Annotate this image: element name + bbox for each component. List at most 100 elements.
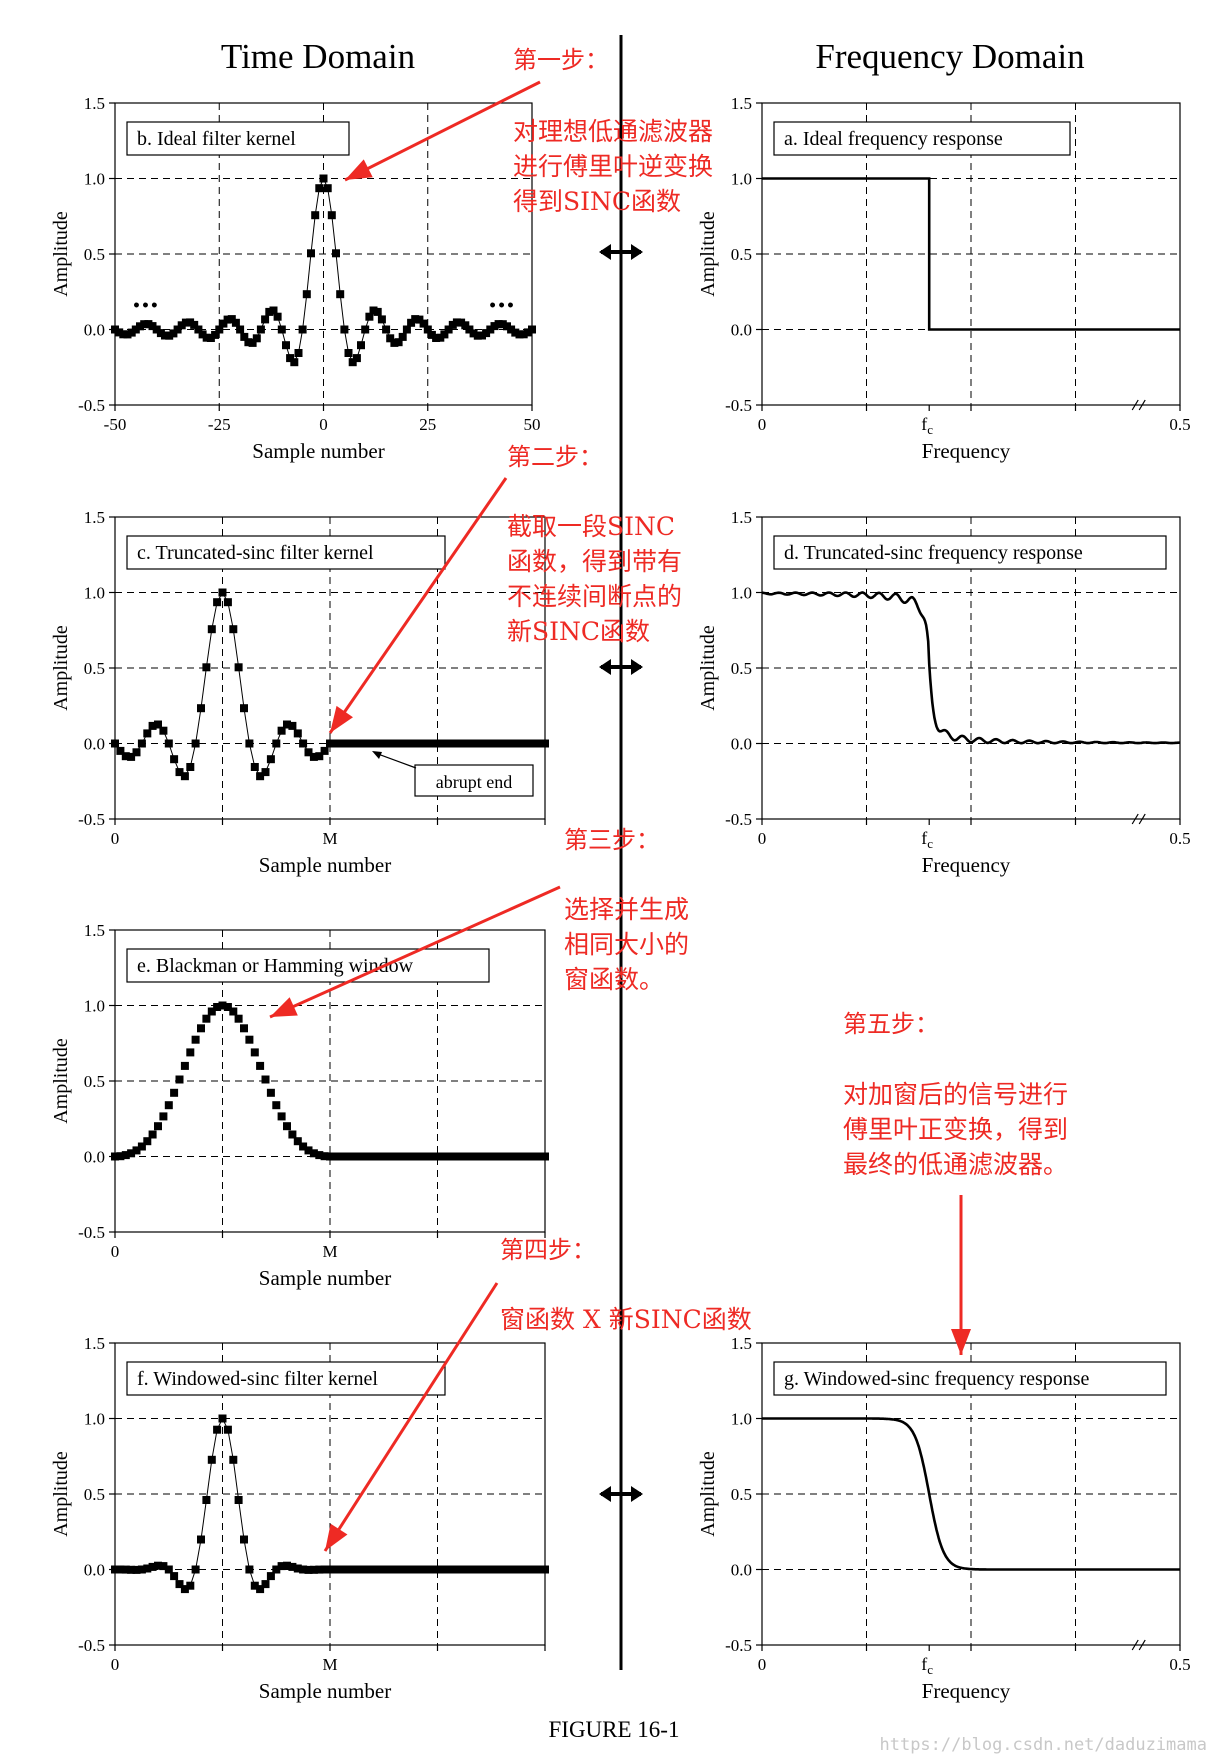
x-tick-label: 0 — [111, 1242, 120, 1261]
data-point — [365, 312, 374, 321]
x-tick-label-sub: c — [927, 836, 933, 851]
x-axis-label: Sample number — [259, 1266, 391, 1290]
data-point — [197, 704, 205, 713]
data-point — [123, 330, 132, 339]
data-point — [293, 1564, 302, 1573]
data-point — [180, 1061, 189, 1070]
x-axis-label: Frequency — [922, 853, 1011, 877]
y-tick-label: 0.0 — [84, 1561, 105, 1580]
data-point — [348, 358, 357, 367]
data-point — [159, 726, 168, 735]
data-point — [402, 325, 411, 334]
data-point — [197, 1535, 205, 1544]
x-tick-label: 0 — [319, 415, 328, 434]
data-point — [304, 1565, 313, 1574]
x-axis-label: Sample number — [259, 853, 391, 877]
data-point — [132, 1565, 141, 1574]
chart-f: -0.5 0.0 0.5 1.0 1.5 Amplitude Sample number f.… — [50, 1334, 549, 1703]
data-point — [229, 625, 238, 634]
step5-line: 对加窗后的信号进行 — [843, 1080, 1068, 1109]
data-point — [127, 328, 136, 337]
data-point — [215, 325, 224, 334]
x-tick-label: M — [322, 1655, 337, 1674]
data-point — [528, 325, 536, 334]
data-point — [283, 720, 291, 729]
y-tick-label: 1.0 — [84, 170, 105, 189]
data-point — [340, 325, 349, 334]
data-point — [127, 752, 136, 761]
data-point — [240, 704, 248, 713]
x-tick-label: -50 — [104, 415, 127, 434]
x-tick-label: 50 — [524, 415, 541, 434]
y-axis-label: Amplitude — [50, 625, 72, 711]
y-tick-label: 1.0 — [731, 170, 752, 189]
data-point — [211, 330, 220, 339]
data-point — [190, 320, 199, 329]
data-point — [272, 739, 281, 748]
data-point — [186, 763, 195, 771]
data-point — [175, 1075, 184, 1084]
data-point — [180, 772, 189, 781]
annotation-arrows — [269, 80, 971, 1552]
annotation-pointer-head — [372, 751, 382, 759]
x-tick-label: -25 — [208, 415, 231, 434]
x-tick-label: 0 — [758, 829, 767, 848]
data-point — [202, 333, 211, 342]
data-point — [432, 334, 441, 342]
data-point — [336, 290, 345, 299]
axis-break — [1131, 399, 1139, 411]
data-point — [131, 325, 140, 334]
data-point — [256, 1061, 265, 1070]
x-axis-label: Sample number — [259, 1679, 391, 1703]
legend-box — [773, 121, 1071, 156]
data-point — [218, 1001, 227, 1010]
data-point — [218, 588, 227, 597]
y-tick-label: 1.5 — [84, 508, 105, 527]
data-point — [170, 1088, 179, 1097]
y-tick-label: 0.0 — [84, 1148, 105, 1167]
data-point — [234, 1496, 243, 1504]
x-tick-label: fc — [921, 828, 933, 851]
data-point — [245, 739, 254, 748]
data-point — [115, 328, 124, 337]
data-point — [207, 1455, 216, 1464]
red-arrow-head — [270, 997, 298, 1017]
data-point — [277, 726, 286, 735]
data-point — [511, 328, 520, 337]
data-point — [320, 1152, 329, 1161]
y-tick-label: 1.5 — [84, 921, 105, 940]
y-tick-label: -0.5 — [725, 1636, 752, 1655]
chart-title: e. Blackman or Hamming window — [137, 955, 414, 977]
data-point — [164, 1101, 173, 1110]
ellipsis-marker: ••• — [132, 298, 159, 314]
data-point — [407, 318, 416, 327]
data-point — [304, 1146, 313, 1155]
y-tick-label: 1.5 — [731, 94, 752, 113]
data-point — [277, 1112, 286, 1121]
data-point — [177, 321, 186, 330]
data-point — [240, 1024, 248, 1033]
x-tick-label-sub: c — [927, 422, 933, 437]
data-point — [398, 332, 407, 341]
data-point — [148, 1130, 157, 1139]
data-point — [252, 334, 261, 343]
data-point — [137, 739, 146, 748]
step2-heading: 第二步： — [507, 443, 603, 471]
data-point — [227, 315, 236, 324]
data-point — [223, 1003, 232, 1011]
data-point — [503, 322, 511, 331]
data-point — [344, 349, 353, 357]
data-point — [320, 746, 329, 755]
data-point — [143, 729, 152, 738]
data-point — [440, 330, 449, 339]
annotation-step5: 第五步： 对加窗后的信号进行 傅里叶正变换，得到 最终的低通滤波器。 — [843, 1010, 1068, 1179]
data-point — [245, 1565, 254, 1574]
data-point — [213, 1425, 222, 1434]
data-point — [307, 249, 315, 258]
data-point — [461, 321, 470, 330]
y-axis-label: Amplitude — [697, 1451, 719, 1537]
x-axis-label: Frequency — [922, 1679, 1011, 1703]
y-tick-label: -0.5 — [78, 396, 105, 415]
y-tick-label: 0.0 — [731, 321, 752, 340]
data-point — [161, 331, 169, 340]
